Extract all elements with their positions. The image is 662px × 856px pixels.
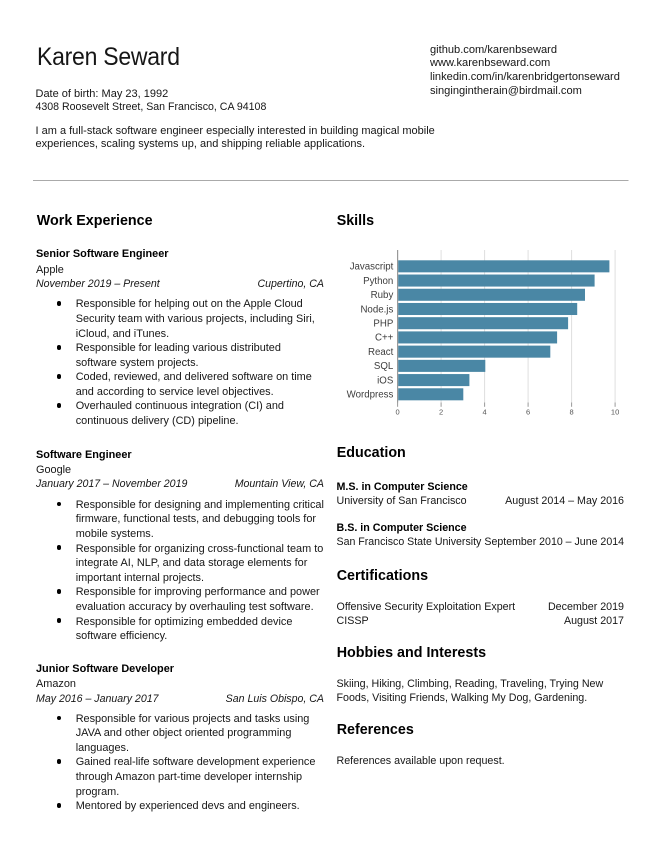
- svg-text:SQL: SQL: [374, 361, 394, 372]
- svg-text:React: React: [368, 347, 394, 358]
- svg-text:C++: C++: [375, 333, 394, 344]
- svg-text:4: 4: [483, 408, 487, 417]
- svg-text:10: 10: [611, 408, 619, 417]
- svg-text:2: 2: [439, 408, 443, 417]
- svg-text:PHP: PHP: [373, 319, 393, 330]
- svg-text:Ruby: Ruby: [371, 290, 394, 301]
- svg-text:Javascript: Javascript: [350, 262, 394, 273]
- svg-text:6: 6: [526, 408, 530, 417]
- svg-text:Python: Python: [363, 276, 393, 287]
- svg-text:Wordpress: Wordpress: [347, 390, 394, 401]
- svg-text:iOS: iOS: [377, 375, 394, 386]
- svg-text:Node.js: Node.js: [360, 304, 393, 315]
- svg-text:0: 0: [396, 408, 400, 417]
- svg-text:8: 8: [570, 408, 574, 417]
